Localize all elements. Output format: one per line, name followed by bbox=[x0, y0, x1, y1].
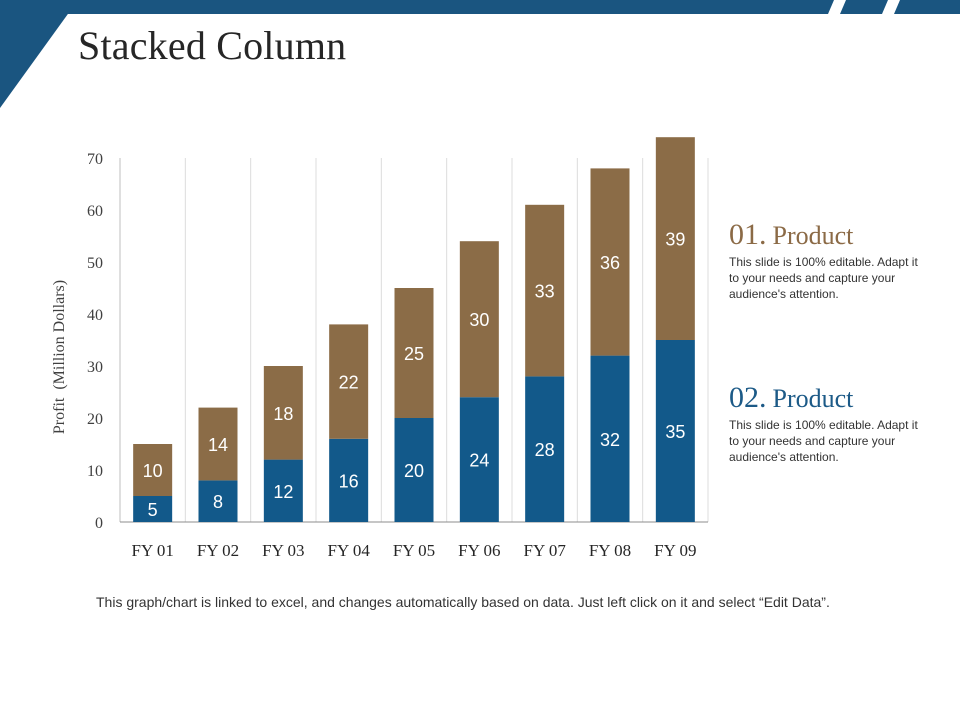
data-label: 36 bbox=[600, 253, 620, 273]
bar-bottom-fy08 bbox=[590, 355, 630, 522]
top-bar bbox=[0, 0, 960, 14]
data-label: 33 bbox=[535, 282, 555, 302]
legend-2-description: This slide is 100% editable. Adapt it to… bbox=[729, 418, 918, 464]
bar-top-fy01 bbox=[133, 444, 173, 496]
footnote: This graph/chart is linked to excel, and… bbox=[96, 594, 830, 610]
data-label: 22 bbox=[339, 373, 359, 393]
data-label: 20 bbox=[404, 461, 424, 481]
data-label: 14 bbox=[208, 435, 228, 455]
data-label: 32 bbox=[600, 430, 620, 450]
data-label: 12 bbox=[273, 482, 293, 502]
y-tick-label: 40 bbox=[87, 307, 103, 324]
bar-bottom-fy03 bbox=[263, 459, 303, 522]
x-tick-label: FY 05 bbox=[393, 541, 435, 560]
bar-bottom-fy06 bbox=[459, 397, 499, 522]
legend-2-number: 02. bbox=[729, 381, 767, 414]
data-label: 18 bbox=[273, 404, 293, 424]
legend-1-name: Product bbox=[772, 221, 854, 250]
x-tick-label: FY 08 bbox=[589, 541, 631, 560]
bar-top-fy09 bbox=[655, 137, 695, 340]
y-tick-label: 30 bbox=[87, 359, 103, 376]
bar-top-fy05 bbox=[394, 288, 434, 418]
x-tick-label: FY 07 bbox=[523, 541, 566, 560]
y-tick-label: 60 bbox=[87, 203, 103, 220]
bar-bottom-fy07 bbox=[525, 376, 565, 522]
y-axis-label: Profit (Million Dollars) bbox=[51, 280, 68, 434]
data-label: 24 bbox=[469, 451, 489, 471]
legend-item-1: 01. Product This slide is 100% editable. … bbox=[729, 220, 929, 302]
legend-1-description: This slide is 100% editable. Adapt it to… bbox=[729, 255, 918, 301]
bar-bottom-fy04 bbox=[329, 438, 369, 522]
bar-top-fy07 bbox=[525, 204, 565, 377]
header-decoration bbox=[0, 0, 960, 108]
data-label: 5 bbox=[148, 500, 158, 520]
bar-bottom-fy09 bbox=[655, 340, 695, 522]
bar-top-fy02 bbox=[198, 407, 238, 481]
bar-top-fy08 bbox=[590, 168, 630, 356]
bar-bottom-fy05 bbox=[394, 418, 434, 522]
bar-bottom-fy02 bbox=[198, 480, 238, 522]
x-tick-label: FY 04 bbox=[327, 541, 370, 560]
data-label: 16 bbox=[339, 471, 359, 491]
x-tick-label: FY 09 bbox=[654, 541, 696, 560]
data-label: 28 bbox=[535, 440, 555, 460]
data-label: 30 bbox=[469, 310, 489, 330]
x-tick-label: FY 06 bbox=[458, 541, 500, 560]
x-tick-label: FY 01 bbox=[131, 541, 173, 560]
data-label: 10 bbox=[143, 461, 163, 481]
data-label: 39 bbox=[665, 230, 685, 250]
bar-top-fy06 bbox=[459, 241, 499, 398]
data-label: 25 bbox=[404, 344, 424, 364]
page-title: Stacked Column bbox=[78, 23, 347, 68]
x-tick-label: FY 03 bbox=[262, 541, 304, 560]
corner-triangle bbox=[0, 0, 78, 108]
y-tick-label: 70 bbox=[87, 151, 103, 168]
data-label: 8 bbox=[213, 492, 223, 512]
legend-2-name: Product bbox=[772, 384, 854, 413]
data-label: 35 bbox=[665, 422, 685, 442]
y-tick-label: 0 bbox=[95, 515, 103, 532]
y-tick-label: 10 bbox=[87, 463, 103, 480]
legend-1-number: 01. bbox=[729, 218, 767, 251]
y-tick-label: 50 bbox=[87, 255, 103, 272]
bar-top-fy04 bbox=[329, 324, 369, 439]
y-tick-label: 20 bbox=[87, 411, 103, 428]
legend-item-2: 02. Product This slide is 100% editable. … bbox=[729, 383, 929, 465]
bar-top-fy03 bbox=[263, 366, 303, 460]
stripe-2 bbox=[882, 0, 900, 14]
x-tick-label: FY 02 bbox=[197, 541, 239, 560]
stripe-1 bbox=[828, 0, 846, 14]
bar-bottom-fy01 bbox=[133, 496, 173, 522]
